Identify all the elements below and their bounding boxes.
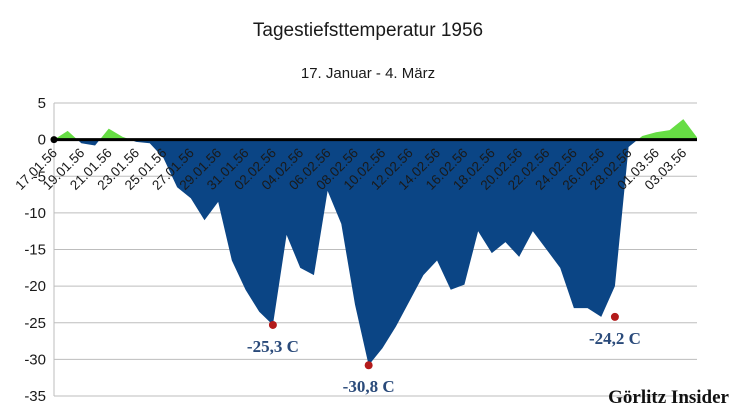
y-tick-label: -15 xyxy=(24,242,46,259)
y-tick-label: -20 xyxy=(24,278,46,295)
y-tick-label: 5 xyxy=(38,95,46,112)
min-annotation-label: -30,8 C xyxy=(343,377,395,396)
chart-title: Tagestiefsttemperatur 1956 xyxy=(253,20,483,41)
chart-subtitle: 17. Januar - 4. März xyxy=(301,65,435,82)
y-tick-label: -35 xyxy=(24,388,46,405)
y-tick-label: -10 xyxy=(24,205,46,222)
y-tick-label: -30 xyxy=(24,351,46,368)
area-below-zero xyxy=(54,139,697,366)
zero-line-start-dot xyxy=(50,136,58,144)
temperature-area xyxy=(54,119,697,366)
y-tick-label: 0 xyxy=(38,132,46,149)
min-annotation-label: -24,2 C xyxy=(589,329,641,348)
y-axis-ticks: 5 0 -5 -10 -15 -20 -25 -30 -35 xyxy=(24,95,46,405)
y-tick-label: -25 xyxy=(24,315,46,332)
area-above-zero xyxy=(54,119,697,140)
min-marker xyxy=(610,312,619,321)
zero-line xyxy=(50,136,697,144)
min-marker xyxy=(268,320,277,329)
min-marker xyxy=(364,361,373,370)
brand-watermark: Görlitz Insider xyxy=(608,387,729,408)
min-annotations: -25,3 C -30,8 C -24,2 C xyxy=(247,312,641,396)
min-annotation-label: -25,3 C xyxy=(247,337,299,356)
y-tick-label: -5 xyxy=(33,168,46,185)
